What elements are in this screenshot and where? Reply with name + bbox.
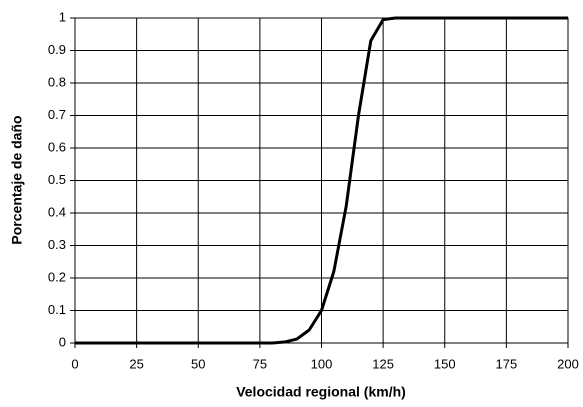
x-tick-label: 50 bbox=[191, 356, 205, 371]
y-tick-label: 0.4 bbox=[48, 204, 66, 219]
x-tick-label: 200 bbox=[557, 356, 579, 371]
y-tick-label: 0.3 bbox=[48, 237, 66, 252]
x-tick-label: 75 bbox=[253, 356, 267, 371]
x-tick-label: 100 bbox=[311, 356, 333, 371]
y-tick-label: 0.2 bbox=[48, 269, 66, 284]
x-tick-label: 125 bbox=[372, 356, 394, 371]
y-tick-label: 0.7 bbox=[48, 107, 66, 122]
data-line bbox=[75, 16, 568, 345]
x-tick-label: 175 bbox=[496, 356, 518, 371]
y-tick-label: 0 bbox=[59, 334, 66, 349]
y-axis-label: Porcentaje de daño bbox=[9, 115, 25, 244]
y-tick-label: 0.6 bbox=[48, 139, 66, 154]
x-tick-label: 150 bbox=[434, 356, 456, 371]
plot-border bbox=[74, 17, 569, 344]
x-tick-label: 25 bbox=[129, 356, 143, 371]
y-tick-label: 0.1 bbox=[48, 302, 66, 317]
y-tick-label: 0.5 bbox=[48, 172, 66, 187]
y-tick-label: 0.9 bbox=[48, 42, 66, 57]
x-tick-label: 0 bbox=[71, 356, 78, 371]
x-axis-label: Velocidad regional (km/h) bbox=[236, 384, 406, 400]
y-tick-label: 0.8 bbox=[48, 74, 66, 89]
y-tick-label: 1 bbox=[59, 9, 66, 24]
